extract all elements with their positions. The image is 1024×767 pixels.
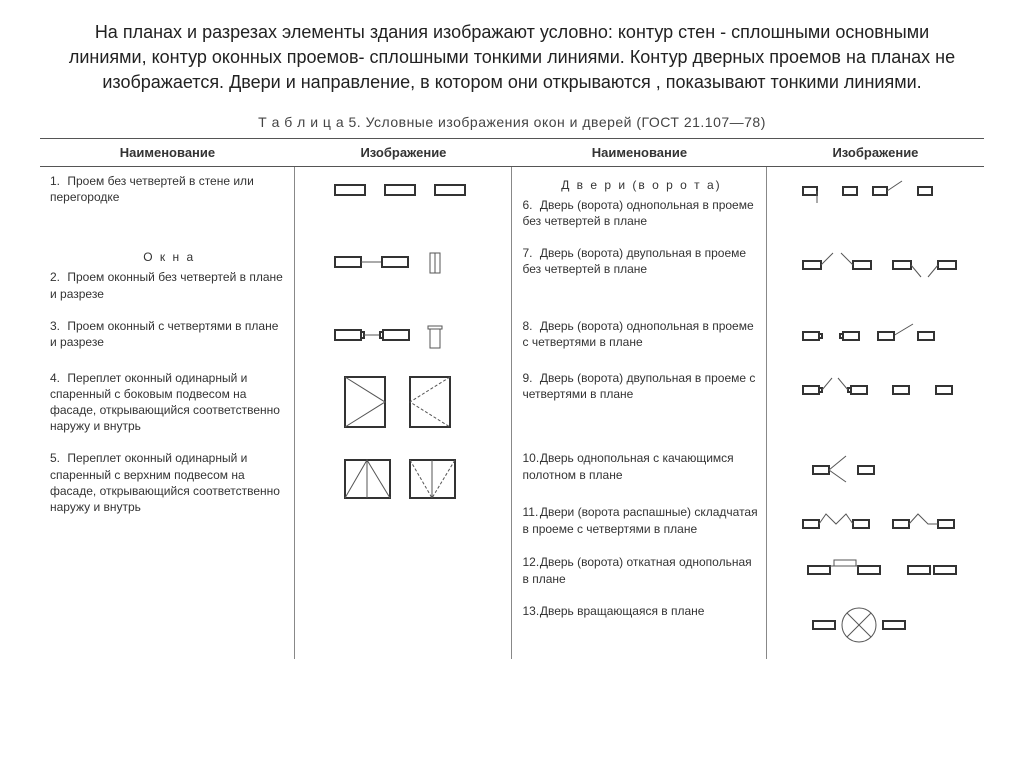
item-number: 6.: [522, 197, 536, 213]
table-cell-name: 7. Дверь (ворота) двупольная в проеме бе…: [512, 239, 767, 312]
table-cell-name: Д в е р и (в о р о т а) 6. Дверь (ворота…: [512, 166, 767, 239]
windows-subheading: О к н а: [50, 249, 288, 265]
item-text: Переплет оконный одинарный и спаренный с…: [50, 371, 280, 434]
table-cell-name: 5. Переплет оконный одинарный и спаренны…: [40, 444, 295, 548]
item-text: Дверь (ворота) однопольная в проеме без …: [522, 198, 753, 228]
symbol-door-folding: [798, 506, 958, 536]
table-cell-image: [767, 498, 984, 548]
symbol-door-single-no-quarters: [798, 175, 958, 205]
table-cell-image: [295, 444, 512, 548]
header-image-right: Изображение: [767, 138, 984, 166]
item-number: 4.: [50, 370, 64, 386]
item-number: 13.: [522, 603, 536, 619]
table-cell-name: 10. Дверь однопольная с качающимся полот…: [512, 444, 767, 498]
item-text: Дверь (ворота) двупольная в проеме без ч…: [522, 246, 746, 276]
table-cell-name: [40, 548, 295, 596]
table-cell-name: 4. Переплет оконный одинарный и спаренны…: [40, 364, 295, 445]
symbol-door-revolving: [798, 605, 958, 647]
symbol-door-double-with-quarters: [798, 372, 958, 404]
table-cell-image: [767, 597, 984, 659]
item-number: 7.: [522, 245, 536, 261]
table-caption: Т а б л и ц а 5. Условные изображения ок…: [40, 114, 984, 130]
item-text: Проем без четвертей в стене или перегоро…: [50, 174, 254, 204]
symbol-door-double-no-quarters: [798, 247, 958, 281]
symbol-door-sliding: [798, 556, 958, 582]
symbol-casement-top-hung: [330, 452, 480, 507]
item-text: Дверь вращающаяся в плане: [540, 604, 705, 618]
symbol-door-swinging: [798, 452, 958, 486]
table-cell-name: 8. Дверь (ворота) однопольная в проеме с…: [512, 312, 767, 364]
item-text: Дверь (ворота) откатная однопольная в пл…: [522, 555, 751, 585]
table-cell-name: 3. Проем оконный с четвертями в плане и …: [40, 312, 295, 364]
intro-paragraph: На планах и разрезах элементы здания изо…: [62, 20, 962, 96]
symbol-window-no-quarters: [330, 247, 480, 277]
table-cell-image: [767, 364, 984, 445]
item-text: Дверь (ворота) однопольная в проеме с че…: [522, 319, 753, 349]
symbol-door-single-with-quarters: [798, 320, 958, 350]
table-cell-name: О к н а 2. Проем оконный без четвертей в…: [40, 239, 295, 312]
table-cell-name: 9. Дверь (ворота) двупольная в проеме с …: [512, 364, 767, 445]
table-cell-image: [295, 239, 512, 312]
symbols-table: Наименование Изображение Наименование Из…: [40, 138, 984, 659]
item-text: Двери (ворота распашные) складчатая в пр…: [522, 505, 757, 535]
table-cell-image: [767, 444, 984, 498]
item-number: 8.: [522, 318, 536, 334]
item-number: 11.: [522, 504, 536, 520]
table-cell-image: [295, 166, 512, 239]
item-number: 12.: [522, 554, 536, 570]
table-cell-image: [295, 312, 512, 364]
header-name-right: Наименование: [512, 138, 767, 166]
table-cell-image: [767, 548, 984, 596]
item-text: Проем оконный без четвертей в плане и ра…: [50, 270, 283, 300]
item-text: Дверь однопольная с качающимся полотном …: [522, 451, 733, 481]
table-cell-name: 1. Проем без четвертей в стене или перег…: [40, 166, 295, 239]
doors-subheading: Д в е р и (в о р о т а): [522, 177, 760, 193]
table-cell-image: [767, 166, 984, 239]
item-text: Переплет оконный одинарный и спаренный с…: [50, 451, 280, 514]
symbol-casement-side-hung: [330, 372, 480, 432]
item-number: 3.: [50, 318, 64, 334]
table-cell-image: [295, 548, 512, 596]
table-cell-name: 11. Двери (ворота распашные) складчатая …: [512, 498, 767, 548]
item-text: Дверь (ворота) двупольная в проеме с чет…: [522, 371, 755, 401]
header-image-left: Изображение: [295, 138, 512, 166]
table-cell-name: [40, 597, 295, 659]
item-number: 2.: [50, 269, 64, 285]
table-cell-image: [295, 364, 512, 445]
table-cell-image: [295, 597, 512, 659]
item-text: Проем оконный с четвертями в плане и раз…: [50, 319, 278, 349]
table-cell-image: [767, 239, 984, 312]
item-number: 1.: [50, 173, 64, 189]
table-cell-name: 12. Дверь (ворота) откатная однопольная …: [512, 548, 767, 596]
header-name-left: Наименование: [40, 138, 295, 166]
table-cell-image: [767, 312, 984, 364]
item-number: 9.: [522, 370, 536, 386]
item-number: 5.: [50, 450, 64, 466]
item-number: 10.: [522, 450, 536, 466]
symbol-window-with-quarters: [330, 320, 480, 352]
table-cell-name: 13. Дверь вращающаяся в плане: [512, 597, 767, 659]
symbol-opening-no-quarters: [330, 175, 480, 205]
